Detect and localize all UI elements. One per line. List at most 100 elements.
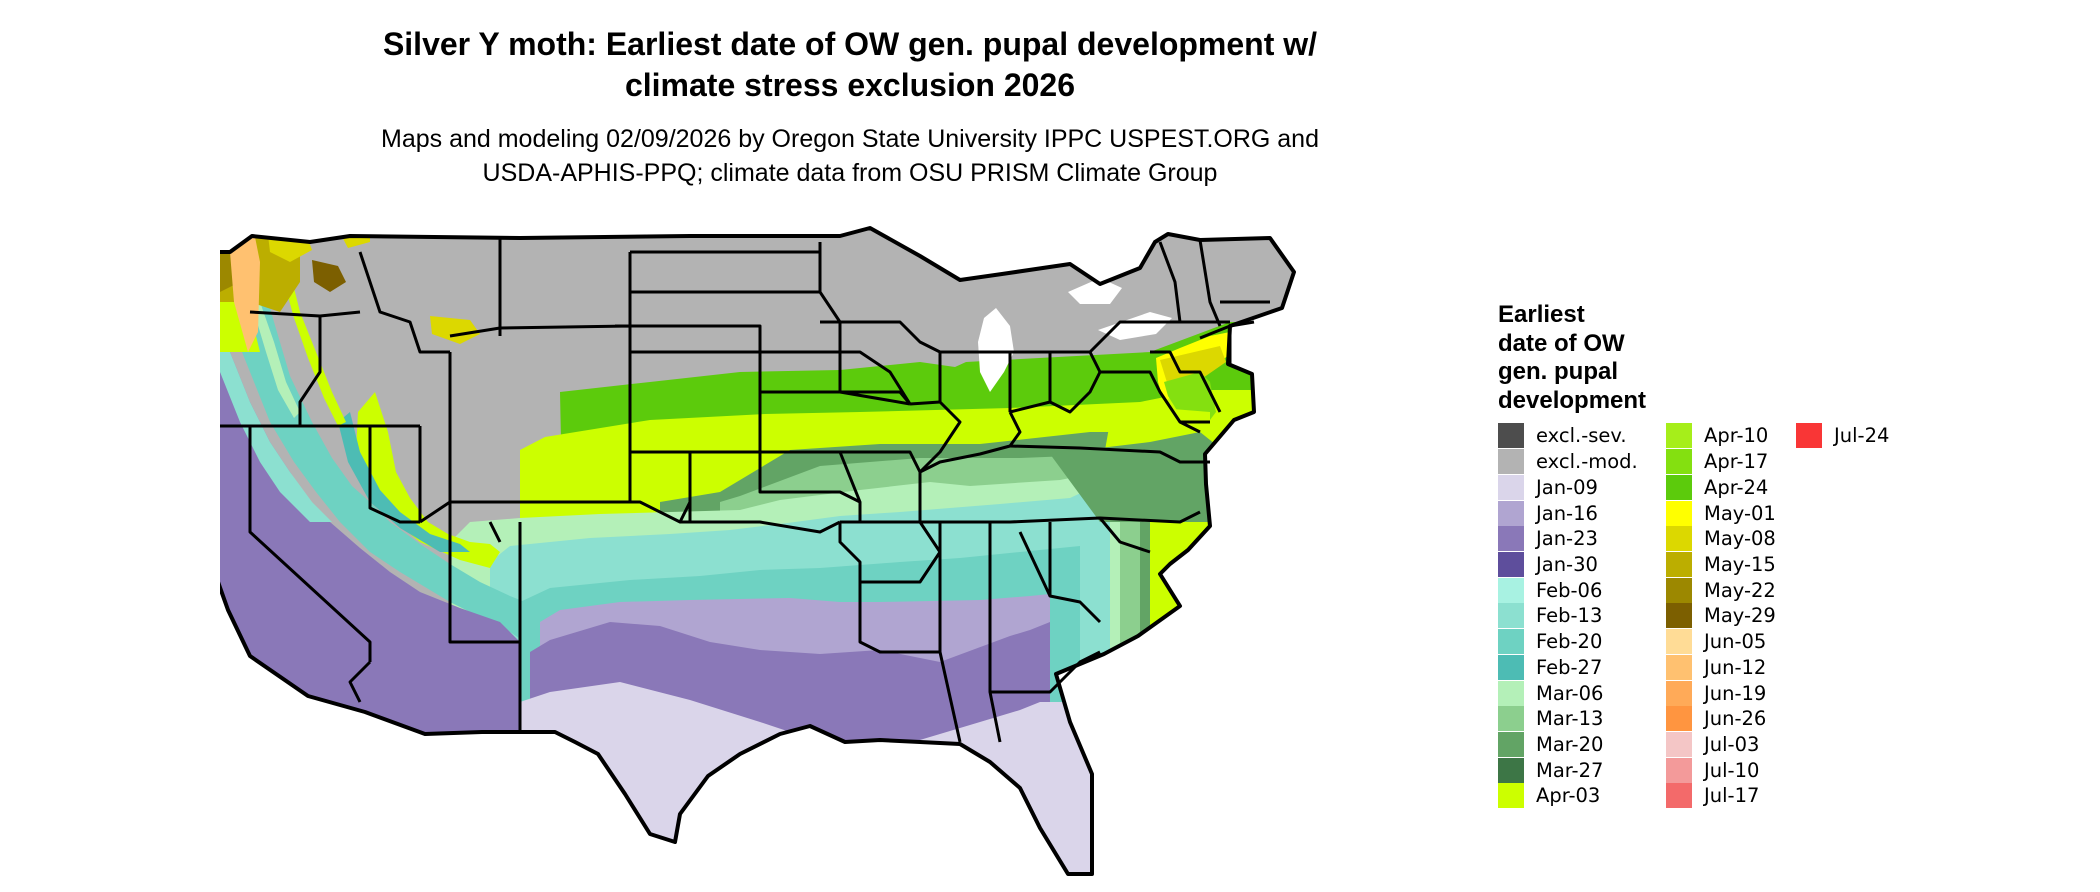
legend-label: May-29 bbox=[1704, 604, 1776, 628]
legend-swatch bbox=[1666, 500, 1692, 526]
legend-item: Jan-09 bbox=[1498, 474, 1638, 500]
legend-label: Mar-27 bbox=[1536, 758, 1604, 782]
legend-item: May-29 bbox=[1666, 603, 1776, 629]
legend-label: Mar-20 bbox=[1536, 732, 1604, 756]
subtitle-line-2: USDA-APHIS-PPQ; climate data from OSU PR… bbox=[482, 159, 1218, 187]
legend-label: Jun-19 bbox=[1704, 681, 1767, 705]
legend-item: excl.-sev. bbox=[1498, 423, 1638, 449]
legend-label: Jun-26 bbox=[1704, 707, 1767, 731]
legend-item: Mar-27 bbox=[1498, 757, 1638, 783]
legend-title: Earliest date of OW gen. pupal developme… bbox=[1498, 301, 1646, 415]
legend-item: May-22 bbox=[1666, 577, 1776, 603]
legend-label: Jun-05 bbox=[1704, 630, 1767, 654]
legend-item: Jan-23 bbox=[1498, 526, 1638, 552]
legend-item: Mar-06 bbox=[1498, 680, 1638, 706]
legend-label: Jul-10 bbox=[1704, 758, 1760, 782]
legend-swatch bbox=[1666, 603, 1692, 629]
us-map bbox=[220, 226, 1296, 876]
legend-swatch bbox=[1666, 731, 1692, 757]
legend-item: May-01 bbox=[1666, 500, 1776, 526]
legend-swatch bbox=[1666, 526, 1692, 552]
legend-label: May-22 bbox=[1704, 578, 1776, 602]
legend-label: Mar-06 bbox=[1536, 681, 1604, 705]
legend-item: Apr-24 bbox=[1666, 474, 1776, 500]
legend-swatch bbox=[1498, 603, 1524, 629]
legend-swatch bbox=[1498, 577, 1524, 603]
legend-label: Feb-06 bbox=[1536, 578, 1603, 602]
title-line-1: Silver Y moth: Earliest date of OW gen. … bbox=[382, 26, 1318, 62]
legend-swatch bbox=[1498, 654, 1524, 680]
legend-title-line-4: development bbox=[1498, 386, 1647, 414]
legend-swatch bbox=[1498, 423, 1524, 449]
legend-label: excl.-mod. bbox=[1536, 450, 1638, 474]
legend-label: Apr-24 bbox=[1704, 475, 1769, 499]
legend-swatch bbox=[1498, 783, 1524, 809]
legend-column-3: Jul-24 bbox=[1796, 423, 1889, 449]
legend-swatch bbox=[1498, 706, 1524, 732]
map-subtitle: Maps and modeling 02/09/2026 by Oregon S… bbox=[250, 122, 1450, 190]
legend-swatch bbox=[1666, 629, 1692, 655]
legend-item: Jul-24 bbox=[1796, 423, 1889, 449]
legend-swatch bbox=[1666, 706, 1692, 732]
legend-item: Feb-20 bbox=[1498, 629, 1638, 655]
legend-label: Jan-09 bbox=[1536, 475, 1598, 499]
legend-swatch bbox=[1666, 757, 1692, 783]
title-line-2: climate stress exclusion 2026 bbox=[624, 67, 1076, 103]
legend-swatch bbox=[1796, 423, 1822, 449]
legend-label: May-08 bbox=[1704, 527, 1776, 551]
legend-title-line-3: gen. pupal bbox=[1498, 358, 1618, 385]
legend-column-1: excl.-sev. excl.-mod. Jan-09 Jan-16 Jan-23 Ja… bbox=[1498, 423, 1638, 809]
legend-item: Jun-05 bbox=[1666, 629, 1776, 655]
legend-label: May-15 bbox=[1704, 552, 1776, 576]
legend-item: Jun-12 bbox=[1666, 654, 1776, 680]
legend-title-line-1: Earliest bbox=[1498, 301, 1585, 328]
legend-swatch bbox=[1498, 731, 1524, 757]
legend-swatch bbox=[1498, 500, 1524, 526]
legend-label: Jul-24 bbox=[1834, 424, 1890, 448]
legend-swatch bbox=[1666, 680, 1692, 706]
legend-label: Jul-17 bbox=[1704, 784, 1760, 808]
legend-label: excl.-sev. bbox=[1536, 424, 1627, 448]
legend-label: Feb-27 bbox=[1536, 655, 1603, 679]
legend-swatch bbox=[1666, 783, 1692, 809]
legend-item: May-08 bbox=[1666, 526, 1776, 552]
legend-swatch bbox=[1666, 449, 1692, 475]
legend-swatch bbox=[1498, 526, 1524, 552]
water-bodies bbox=[896, 230, 1172, 392]
legend-swatch bbox=[1666, 474, 1692, 500]
legend-swatch bbox=[1666, 551, 1692, 577]
legend-item: Mar-13 bbox=[1498, 706, 1638, 732]
legend-label: Jun-12 bbox=[1704, 655, 1767, 679]
legend-label: May-01 bbox=[1704, 501, 1776, 525]
legend-label: Apr-03 bbox=[1536, 784, 1601, 808]
legend-swatch bbox=[1666, 423, 1692, 449]
legend-item: Jun-26 bbox=[1666, 706, 1776, 732]
legend-label: Jul-03 bbox=[1704, 732, 1760, 756]
legend-column-2: Apr-10 Apr-17 Apr-24 May-01 May-08 May-15 May-… bbox=[1666, 423, 1776, 809]
legend-item: Jul-17 bbox=[1666, 783, 1776, 809]
legend-item: Jan-30 bbox=[1498, 551, 1638, 578]
legend-label: Feb-20 bbox=[1536, 630, 1603, 654]
legend-title-line-2: date of OW bbox=[1498, 329, 1625, 357]
legend-swatch bbox=[1498, 629, 1524, 655]
legend-label: Jan-16 bbox=[1536, 501, 1598, 525]
legend-label: Apr-10 bbox=[1704, 424, 1769, 448]
legend-swatch bbox=[1666, 654, 1692, 680]
legend-swatch bbox=[1498, 757, 1524, 783]
legend-label: Feb-13 bbox=[1536, 604, 1603, 628]
legend-item: Apr-10 bbox=[1666, 423, 1776, 449]
legend-swatch bbox=[1498, 680, 1524, 706]
legend-item: Feb-27 bbox=[1498, 654, 1638, 680]
legend-item: excl.-mod. bbox=[1498, 449, 1638, 475]
legend-swatch bbox=[1498, 474, 1524, 500]
legend-item: Apr-17 bbox=[1666, 449, 1776, 475]
legend-swatch bbox=[1498, 551, 1524, 577]
legend-item: Jun-19 bbox=[1666, 680, 1776, 706]
subtitle-line-1: Maps and modeling 02/09/2026 by Oregon S… bbox=[381, 125, 1319, 153]
legend-swatch bbox=[1666, 577, 1692, 603]
legend-label: Apr-17 bbox=[1704, 450, 1769, 474]
legend-label: Mar-13 bbox=[1536, 707, 1604, 731]
legend-item: Feb-13 bbox=[1498, 603, 1638, 629]
legend-item: Mar-20 bbox=[1498, 731, 1638, 758]
map-title: Silver Y moth: Earliest date of OW gen. … bbox=[250, 24, 1450, 106]
